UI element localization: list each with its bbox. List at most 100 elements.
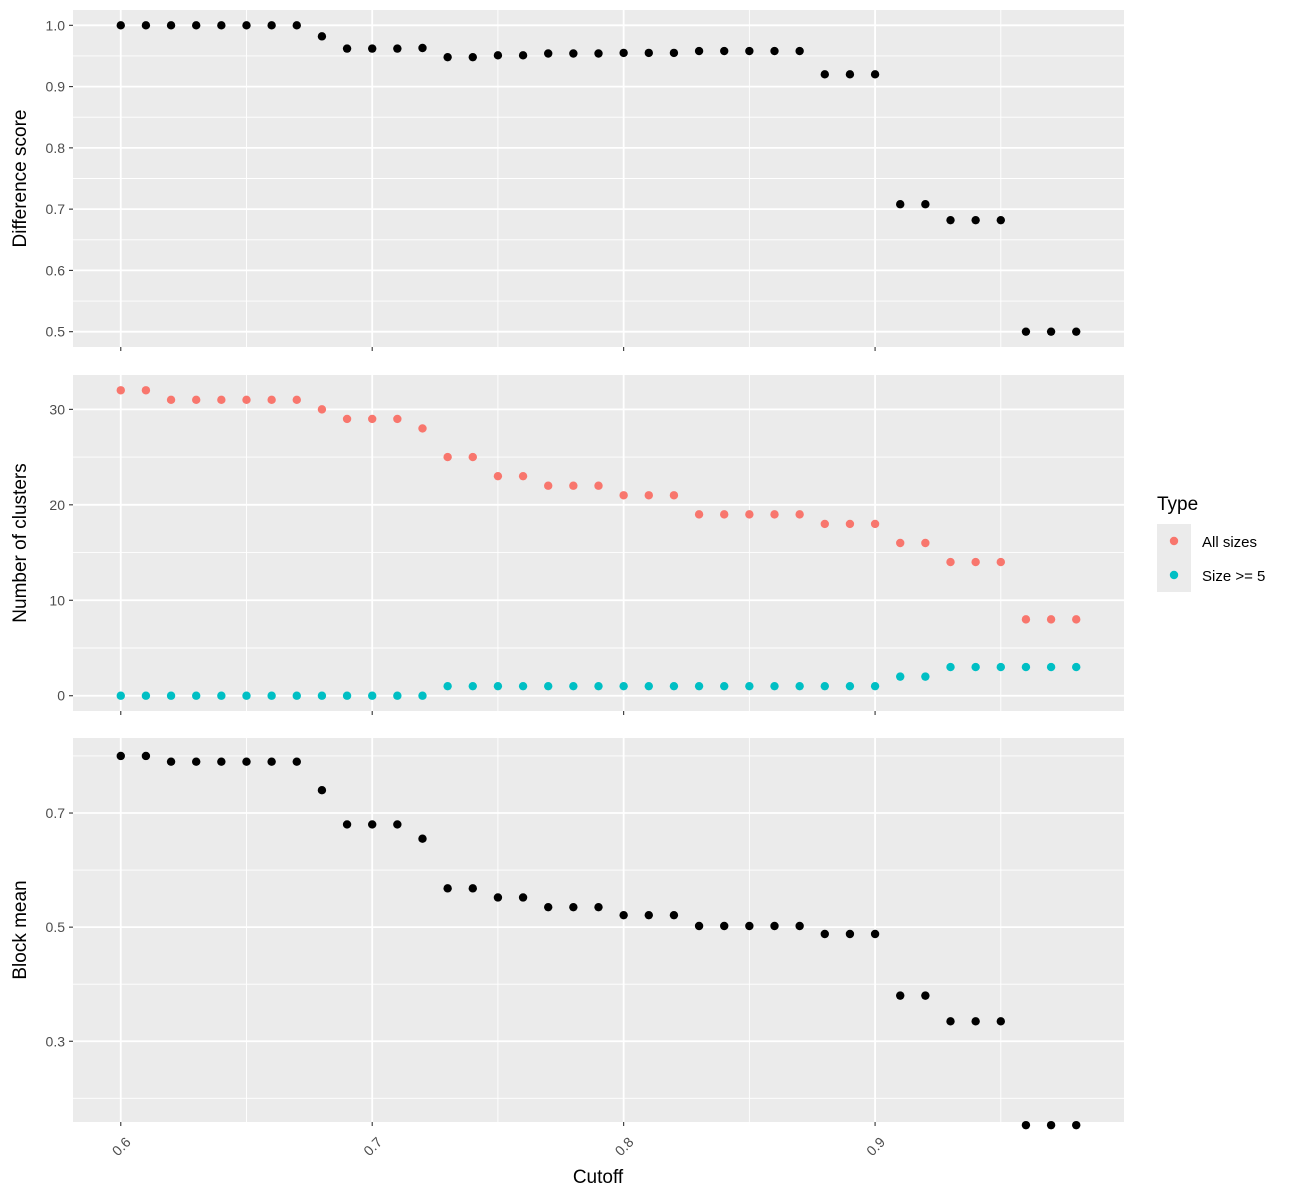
data-point	[770, 681, 779, 691]
data-point	[745, 510, 754, 519]
data-point	[493, 681, 503, 691]
data-point	[1021, 662, 1031, 672]
data-point	[594, 902, 603, 912]
data-point	[644, 681, 653, 691]
data-point	[694, 921, 704, 931]
data-point	[393, 691, 402, 700]
data-point	[619, 910, 628, 920]
data-point	[443, 52, 452, 62]
data-point	[971, 1017, 980, 1026]
data-point	[669, 48, 679, 58]
data-point	[518, 51, 528, 60]
data-point	[870, 70, 880, 79]
data-point	[342, 414, 352, 424]
data-point	[292, 757, 301, 766]
data-point	[292, 395, 301, 405]
data-point	[518, 681, 528, 691]
data-point	[292, 21, 301, 30]
data-point	[468, 681, 477, 691]
data-point	[342, 820, 352, 829]
data-point	[141, 386, 151, 395]
data-point	[317, 786, 327, 795]
data-point	[795, 921, 804, 931]
data-point	[192, 395, 201, 405]
y-tick-label: 0.9	[46, 79, 66, 95]
data-point	[669, 491, 679, 500]
data-point	[242, 21, 251, 30]
data-point	[393, 820, 402, 829]
data-point	[946, 1017, 955, 1026]
panel-1: 0.5 0.6 0.7 0.8 0.9 1.0 Difference score	[10, 10, 1124, 351]
data-point	[619, 681, 628, 691]
data-point	[217, 395, 226, 405]
data-point	[468, 452, 477, 462]
data-point	[745, 681, 754, 691]
data-point	[845, 929, 855, 939]
legend-key-size-ge-5	[1169, 570, 1179, 580]
data-point	[1046, 662, 1056, 672]
data-point	[569, 481, 578, 490]
data-point	[720, 921, 729, 931]
data-point	[192, 757, 201, 766]
data-point	[116, 751, 125, 761]
data-point	[996, 662, 1005, 672]
data-point	[745, 46, 754, 56]
data-point	[342, 44, 352, 53]
data-point	[921, 672, 930, 681]
x-tick-label: 0.6	[109, 1134, 134, 1159]
data-point	[242, 691, 251, 700]
data-point	[493, 471, 503, 481]
data-point	[116, 691, 125, 700]
data-point	[669, 910, 679, 920]
data-point	[720, 681, 729, 691]
data-point	[921, 200, 930, 209]
data-point	[946, 662, 955, 672]
panel-2: 0 10 20 30 Number of clusters	[10, 375, 1124, 715]
data-point	[996, 557, 1005, 567]
data-point	[317, 32, 327, 41]
data-point	[493, 893, 503, 902]
y-tick-label: 1.0	[46, 17, 66, 33]
data-point	[669, 681, 679, 691]
data-point	[694, 46, 704, 56]
legend-title: Type	[1157, 494, 1198, 515]
data-point	[544, 49, 553, 58]
data-point	[116, 386, 125, 395]
data-point	[1072, 327, 1081, 336]
data-point	[217, 757, 226, 766]
data-point	[418, 424, 427, 433]
data-point	[644, 491, 653, 500]
y-tick-label: 0.8	[46, 140, 66, 156]
data-point	[166, 395, 176, 405]
data-point	[544, 902, 553, 912]
data-point	[870, 681, 880, 691]
x-tick-label: 0.7	[360, 1134, 385, 1159]
data-point	[996, 215, 1005, 225]
data-point	[820, 70, 829, 79]
y-tick-label: 0.3	[46, 1033, 66, 1049]
data-point	[166, 691, 176, 700]
data-point	[1072, 615, 1081, 624]
data-point	[644, 48, 653, 58]
data-point	[518, 893, 528, 902]
series-points	[116, 751, 1081, 1130]
x-axis-title: Cutoff	[573, 1167, 624, 1188]
data-point	[845, 519, 855, 529]
data-point	[418, 43, 427, 53]
data-point	[694, 510, 704, 519]
data-point	[166, 21, 176, 30]
data-point	[770, 510, 779, 519]
data-point	[896, 538, 905, 548]
data-point	[217, 21, 226, 30]
data-point	[619, 491, 628, 500]
y-tick-label: 20	[49, 497, 65, 513]
data-point	[569, 681, 578, 691]
data-point	[870, 929, 880, 939]
y-tick-label: 0	[57, 688, 65, 704]
data-point	[795, 681, 804, 691]
y-axis-title: Number of clusters	[10, 463, 31, 622]
legend-label-size-ge-5: Size >= 5	[1202, 568, 1265, 585]
data-point	[242, 395, 251, 405]
data-point	[242, 757, 251, 766]
data-point	[845, 70, 855, 79]
